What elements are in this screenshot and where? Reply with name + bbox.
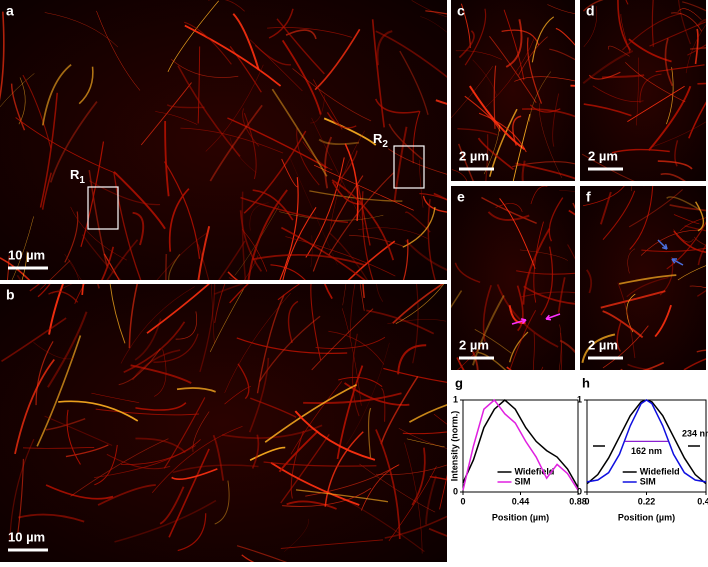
filament — [544, 370, 570, 453]
panel-label: b — [6, 287, 15, 303]
y-tick-label: 1 — [453, 394, 458, 404]
scale-bar-label: 10 µm — [8, 247, 45, 262]
panel-label: c — [457, 3, 465, 19]
scale-bar-label: 10 µm — [8, 529, 45, 544]
annotation: 162 nm — [631, 446, 662, 456]
panel-label: a — [6, 3, 14, 19]
y-tick-label: 0 — [577, 486, 582, 496]
x-axis-label: Position (µm) — [492, 512, 549, 522]
x-tick-label: 0 — [584, 496, 589, 506]
panel-label: e — [457, 189, 465, 205]
filament — [507, 367, 536, 409]
scale-bar-label: 2 µm — [459, 148, 489, 163]
scale-bar-label: 2 µm — [588, 337, 618, 352]
x-tick-label: 0.44 — [697, 496, 708, 506]
x-tick-label: 0.44 — [512, 496, 530, 506]
filament — [507, 367, 542, 411]
panel-label: f — [586, 189, 591, 205]
legend-label: SIM — [515, 476, 531, 486]
panel-label: h — [582, 375, 590, 390]
legend-label: SIM — [640, 476, 656, 486]
scale-bar-label: 2 µm — [588, 148, 618, 163]
legend-label: Widefield — [640, 466, 680, 476]
y-axis-label: Intensity (norm.) — [449, 411, 459, 482]
x-axis-label: Position (µm) — [618, 512, 675, 522]
annotation: 234 nm — [682, 428, 708, 438]
y-tick-label: 1 — [577, 394, 582, 404]
x-tick-label: 0.22 — [638, 496, 656, 506]
x-tick-label: 0 — [460, 496, 465, 506]
panel-label: d — [586, 3, 595, 19]
region-index: 1 — [79, 175, 85, 186]
scale-bar-label: 2 µm — [459, 337, 489, 352]
y-tick-label: 0 — [453, 486, 458, 496]
region-index: 2 — [382, 139, 388, 150]
panel-label: g — [455, 375, 463, 390]
